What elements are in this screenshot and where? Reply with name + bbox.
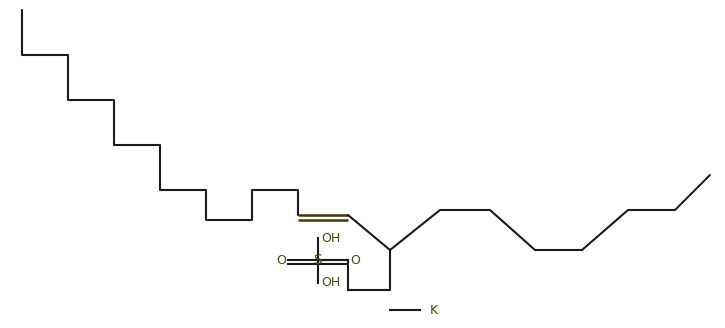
Text: OH: OH [321,277,340,290]
Text: OH: OH [321,232,340,244]
Text: K: K [430,303,438,317]
Text: S: S [314,253,323,267]
Text: O: O [276,254,286,266]
Text: O: O [350,254,360,266]
